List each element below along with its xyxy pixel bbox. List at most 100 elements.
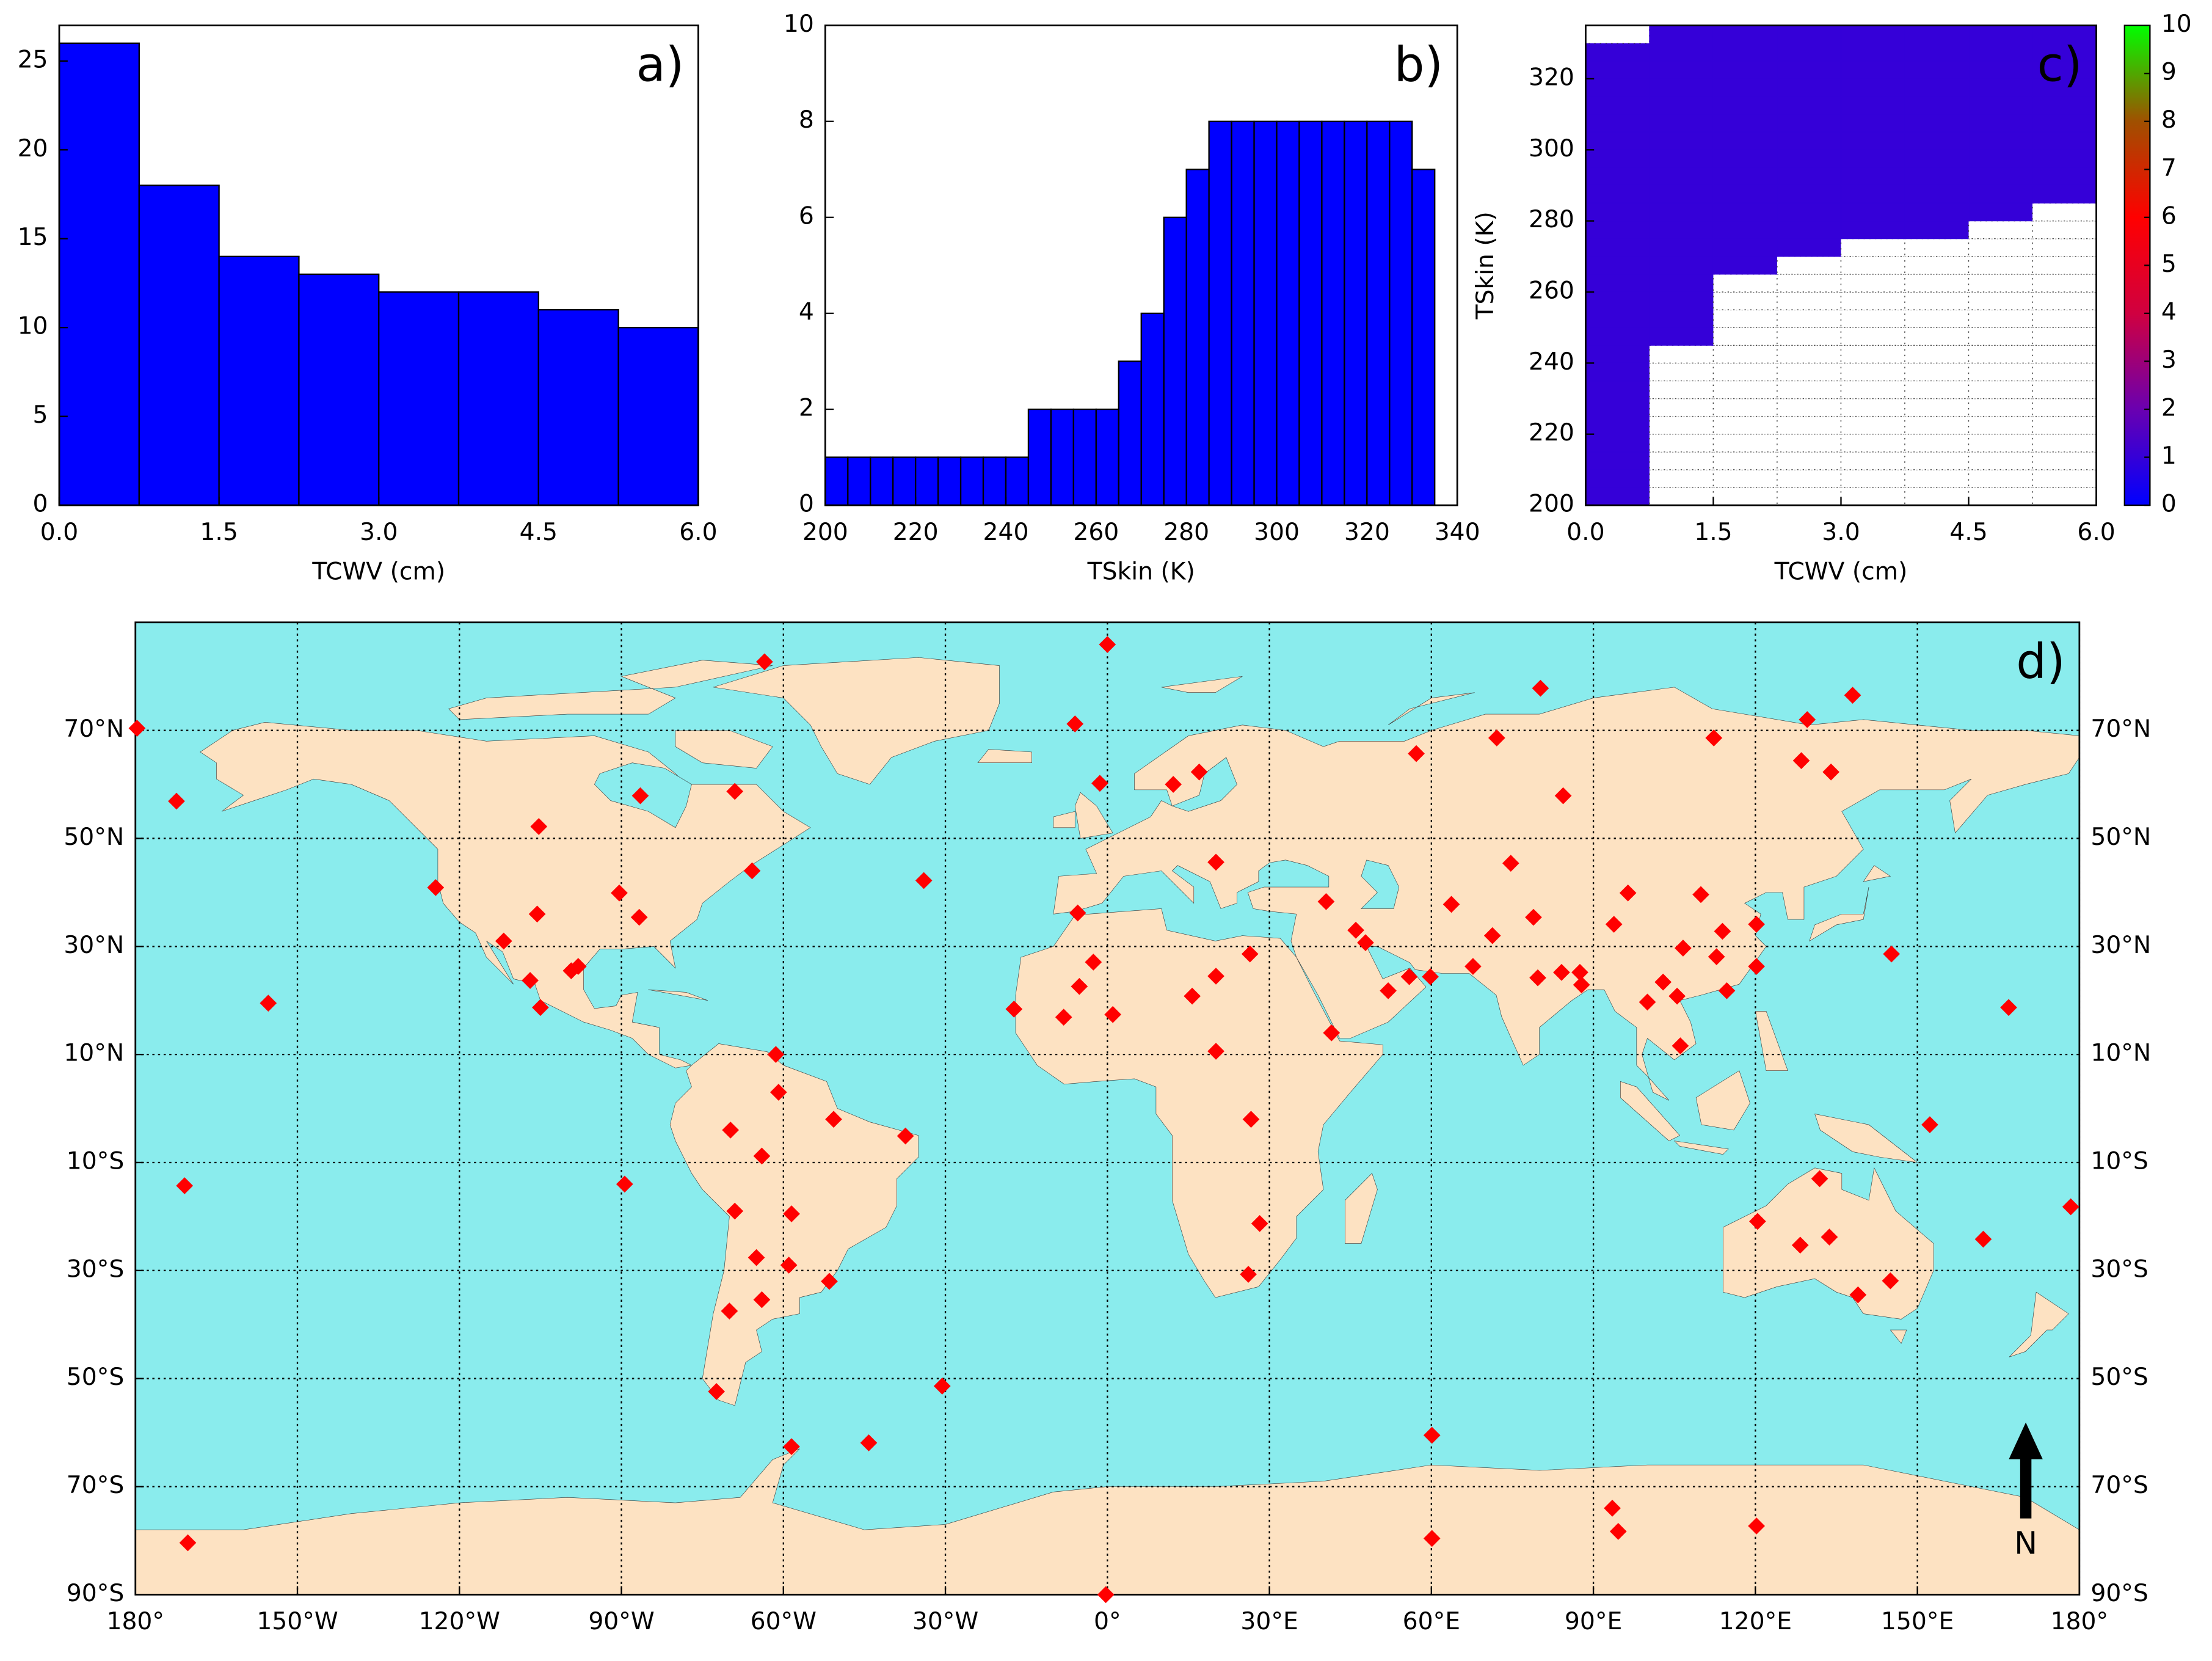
x-tick-label: 340 bbox=[1435, 519, 1480, 546]
heatmap-cell bbox=[1585, 309, 1650, 328]
y-tick-label: 6 bbox=[799, 202, 814, 230]
heatmap-cell bbox=[1712, 362, 1778, 382]
heatmap-cell bbox=[1777, 398, 1842, 417]
heatmap-cell bbox=[2032, 451, 2097, 470]
y-axis-label: TSkin (K) bbox=[1472, 211, 1499, 319]
heatmap-cell bbox=[1777, 487, 1842, 506]
greenland bbox=[713, 657, 1000, 784]
heatmap-cell bbox=[1777, 309, 1842, 328]
heatmap-cell bbox=[2032, 202, 2097, 222]
x-tick-label: 0.0 bbox=[1566, 519, 1604, 546]
site-marker bbox=[1718, 982, 1736, 999]
site-marker bbox=[1423, 1530, 1441, 1547]
heatmap-cell bbox=[1649, 131, 1714, 150]
heatmap-cell bbox=[1649, 60, 1714, 79]
x-tick-label: 150°E bbox=[1881, 1608, 1954, 1635]
bar bbox=[138, 184, 220, 506]
heatmap-cell bbox=[1968, 184, 2033, 204]
bar bbox=[1140, 312, 1165, 506]
heatmap-cell bbox=[1777, 274, 1842, 293]
heatmap-cell bbox=[1968, 25, 2033, 44]
heatmap-cell bbox=[1585, 345, 1650, 363]
bar bbox=[457, 291, 539, 506]
site-marker bbox=[630, 908, 648, 926]
heatmap-cell bbox=[1840, 380, 1905, 400]
y-tick-label-right: 70°S bbox=[2090, 1472, 2148, 1499]
x-axis-label: TCWV (cm) bbox=[311, 558, 445, 585]
heatmap-cell bbox=[1777, 345, 1842, 364]
heatmap-cell bbox=[1585, 24, 1650, 44]
heatmap-cell bbox=[2032, 327, 2097, 346]
x-tick-label: 90°W bbox=[588, 1608, 654, 1635]
bar bbox=[1163, 216, 1187, 506]
panel-label: c) bbox=[2037, 36, 2083, 92]
heatmap-cell bbox=[1712, 487, 1778, 506]
heatmap-cell bbox=[1585, 398, 1650, 417]
site-marker bbox=[2000, 999, 2017, 1017]
site-marker bbox=[708, 1383, 726, 1400]
site-marker bbox=[769, 1084, 787, 1101]
bar bbox=[892, 456, 917, 506]
caspian-sea bbox=[1361, 860, 1399, 909]
colorbar-tick-label: 8 bbox=[2161, 106, 2177, 134]
heatmap-cell bbox=[1840, 362, 1905, 382]
heatmap-cell bbox=[1712, 167, 1778, 186]
heatmap-cell bbox=[1712, 309, 1778, 328]
heatmap-cell bbox=[1968, 96, 2033, 115]
heatmap-cell bbox=[1840, 131, 1905, 150]
y-tick-label: 70°S bbox=[67, 1472, 124, 1499]
heatmap-cell bbox=[1840, 96, 1905, 115]
x-axis-label: TSkin (K) bbox=[1087, 558, 1195, 585]
x-tick-label: 300 bbox=[1254, 519, 1300, 546]
heatmap-cell bbox=[1904, 434, 1970, 453]
heatmap-cell bbox=[1777, 25, 1842, 44]
x-tick-label: 320 bbox=[1344, 519, 1390, 546]
panel-label: d) bbox=[2016, 633, 2065, 690]
bar bbox=[1389, 120, 1413, 506]
site-marker bbox=[1791, 1236, 1809, 1254]
heatmap-cell bbox=[1777, 114, 1842, 133]
heatmap-cell bbox=[1649, 487, 1714, 506]
heatmap-cell bbox=[1712, 291, 1778, 310]
bar bbox=[1208, 120, 1232, 506]
bar bbox=[1298, 120, 1323, 506]
site-marker bbox=[1654, 973, 1672, 991]
heatmap-cell bbox=[1777, 434, 1842, 453]
heatmap-cell bbox=[1712, 78, 1778, 97]
heatmap-cell bbox=[2032, 362, 2097, 382]
x-axis-label: TCWV (cm) bbox=[1774, 558, 1908, 585]
heatmap-cell bbox=[1968, 256, 2033, 275]
y-tick-label: 200 bbox=[1529, 491, 1574, 518]
heatmap-cell bbox=[1968, 469, 2033, 488]
y-tick-label: 20 bbox=[18, 135, 48, 162]
y-tick-label: 240 bbox=[1529, 348, 1574, 376]
heatmap-cell bbox=[1712, 25, 1778, 44]
heatmap-cell bbox=[1840, 184, 1905, 204]
bar bbox=[1072, 408, 1097, 506]
heatmap-cell bbox=[1968, 327, 2033, 346]
heatmap-cell bbox=[1904, 60, 1970, 79]
site-marker bbox=[780, 1257, 798, 1274]
heatmap-cell bbox=[1968, 114, 2033, 133]
heatmap-cell bbox=[1649, 238, 1714, 257]
site-marker bbox=[1605, 916, 1623, 933]
heatmap-cell bbox=[1904, 149, 1970, 168]
heatmap-cell bbox=[1840, 25, 1905, 44]
colorbar-tick-label: 10 bbox=[2161, 10, 2192, 38]
heatmap-cell bbox=[2032, 96, 2097, 115]
heatmap-cell bbox=[1777, 149, 1842, 168]
heatmap-cell bbox=[1585, 487, 1650, 506]
heatmap-cell bbox=[1649, 78, 1714, 97]
x-tick-label: 220 bbox=[893, 519, 939, 546]
new-guinea bbox=[1815, 1114, 1918, 1163]
x-tick-label: 180° bbox=[2051, 1608, 2109, 1635]
bar bbox=[58, 42, 140, 506]
y-tick-label-right: 30°S bbox=[2090, 1255, 2148, 1283]
heatmap-cell bbox=[1904, 78, 1970, 97]
eurasia bbox=[1053, 687, 2079, 1100]
heatmap-cell bbox=[1968, 274, 2033, 293]
heatmap-cell bbox=[1777, 184, 1842, 204]
borneo bbox=[1696, 1071, 1750, 1130]
y-tick-label: 70°N bbox=[64, 715, 124, 743]
